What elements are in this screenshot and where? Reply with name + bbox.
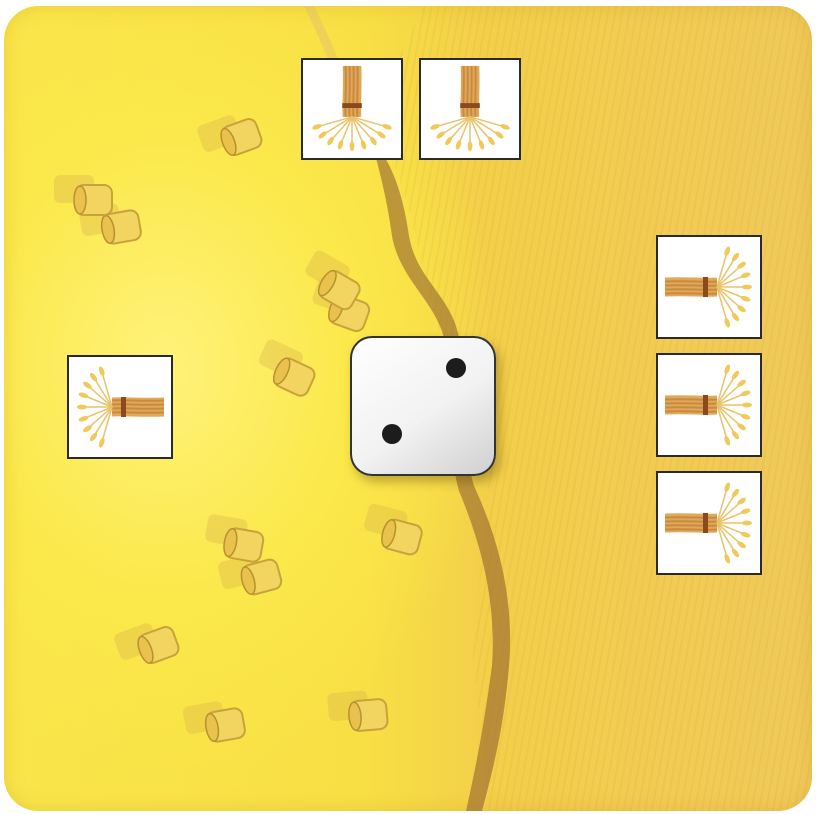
wheat-sheaf-icon [312, 65, 392, 152]
wheat-tile-left [67, 355, 173, 459]
die[interactable] [350, 336, 496, 476]
hay-bale-icon [217, 554, 283, 596]
wheat-tile-right-1 [656, 235, 762, 339]
hay-bale-icon [205, 514, 265, 563]
hay-bale-icon [258, 339, 316, 397]
wheat-tile-right-3 [656, 471, 762, 575]
hay-bale-icon [197, 115, 263, 157]
hay-bale-icon [364, 503, 423, 556]
hay-bales [54, 115, 423, 743]
wheat-sheaf-icon [664, 482, 752, 564]
hay-bale-icon [114, 623, 180, 665]
wheat-sheaf-icon [664, 364, 752, 446]
wheat-sheaf-icon [430, 65, 510, 152]
terrain [54, 6, 511, 811]
wheat-tile-top-2 [419, 58, 521, 160]
wheat-tile-right-2 [656, 353, 762, 457]
game-card [4, 6, 812, 811]
die-pip [382, 424, 402, 444]
hay-bale-icon [183, 701, 246, 743]
wheat-sheaf-icon [664, 246, 752, 328]
die-pip [446, 358, 466, 378]
wheat-sheaf-icon [77, 366, 165, 448]
hay-bale-icon [327, 690, 389, 732]
dirt-path [376, 156, 511, 811]
hay-bale-icon [54, 175, 113, 216]
hay-bale-icon [305, 250, 361, 311]
wheat-tile-top-1 [301, 58, 403, 160]
